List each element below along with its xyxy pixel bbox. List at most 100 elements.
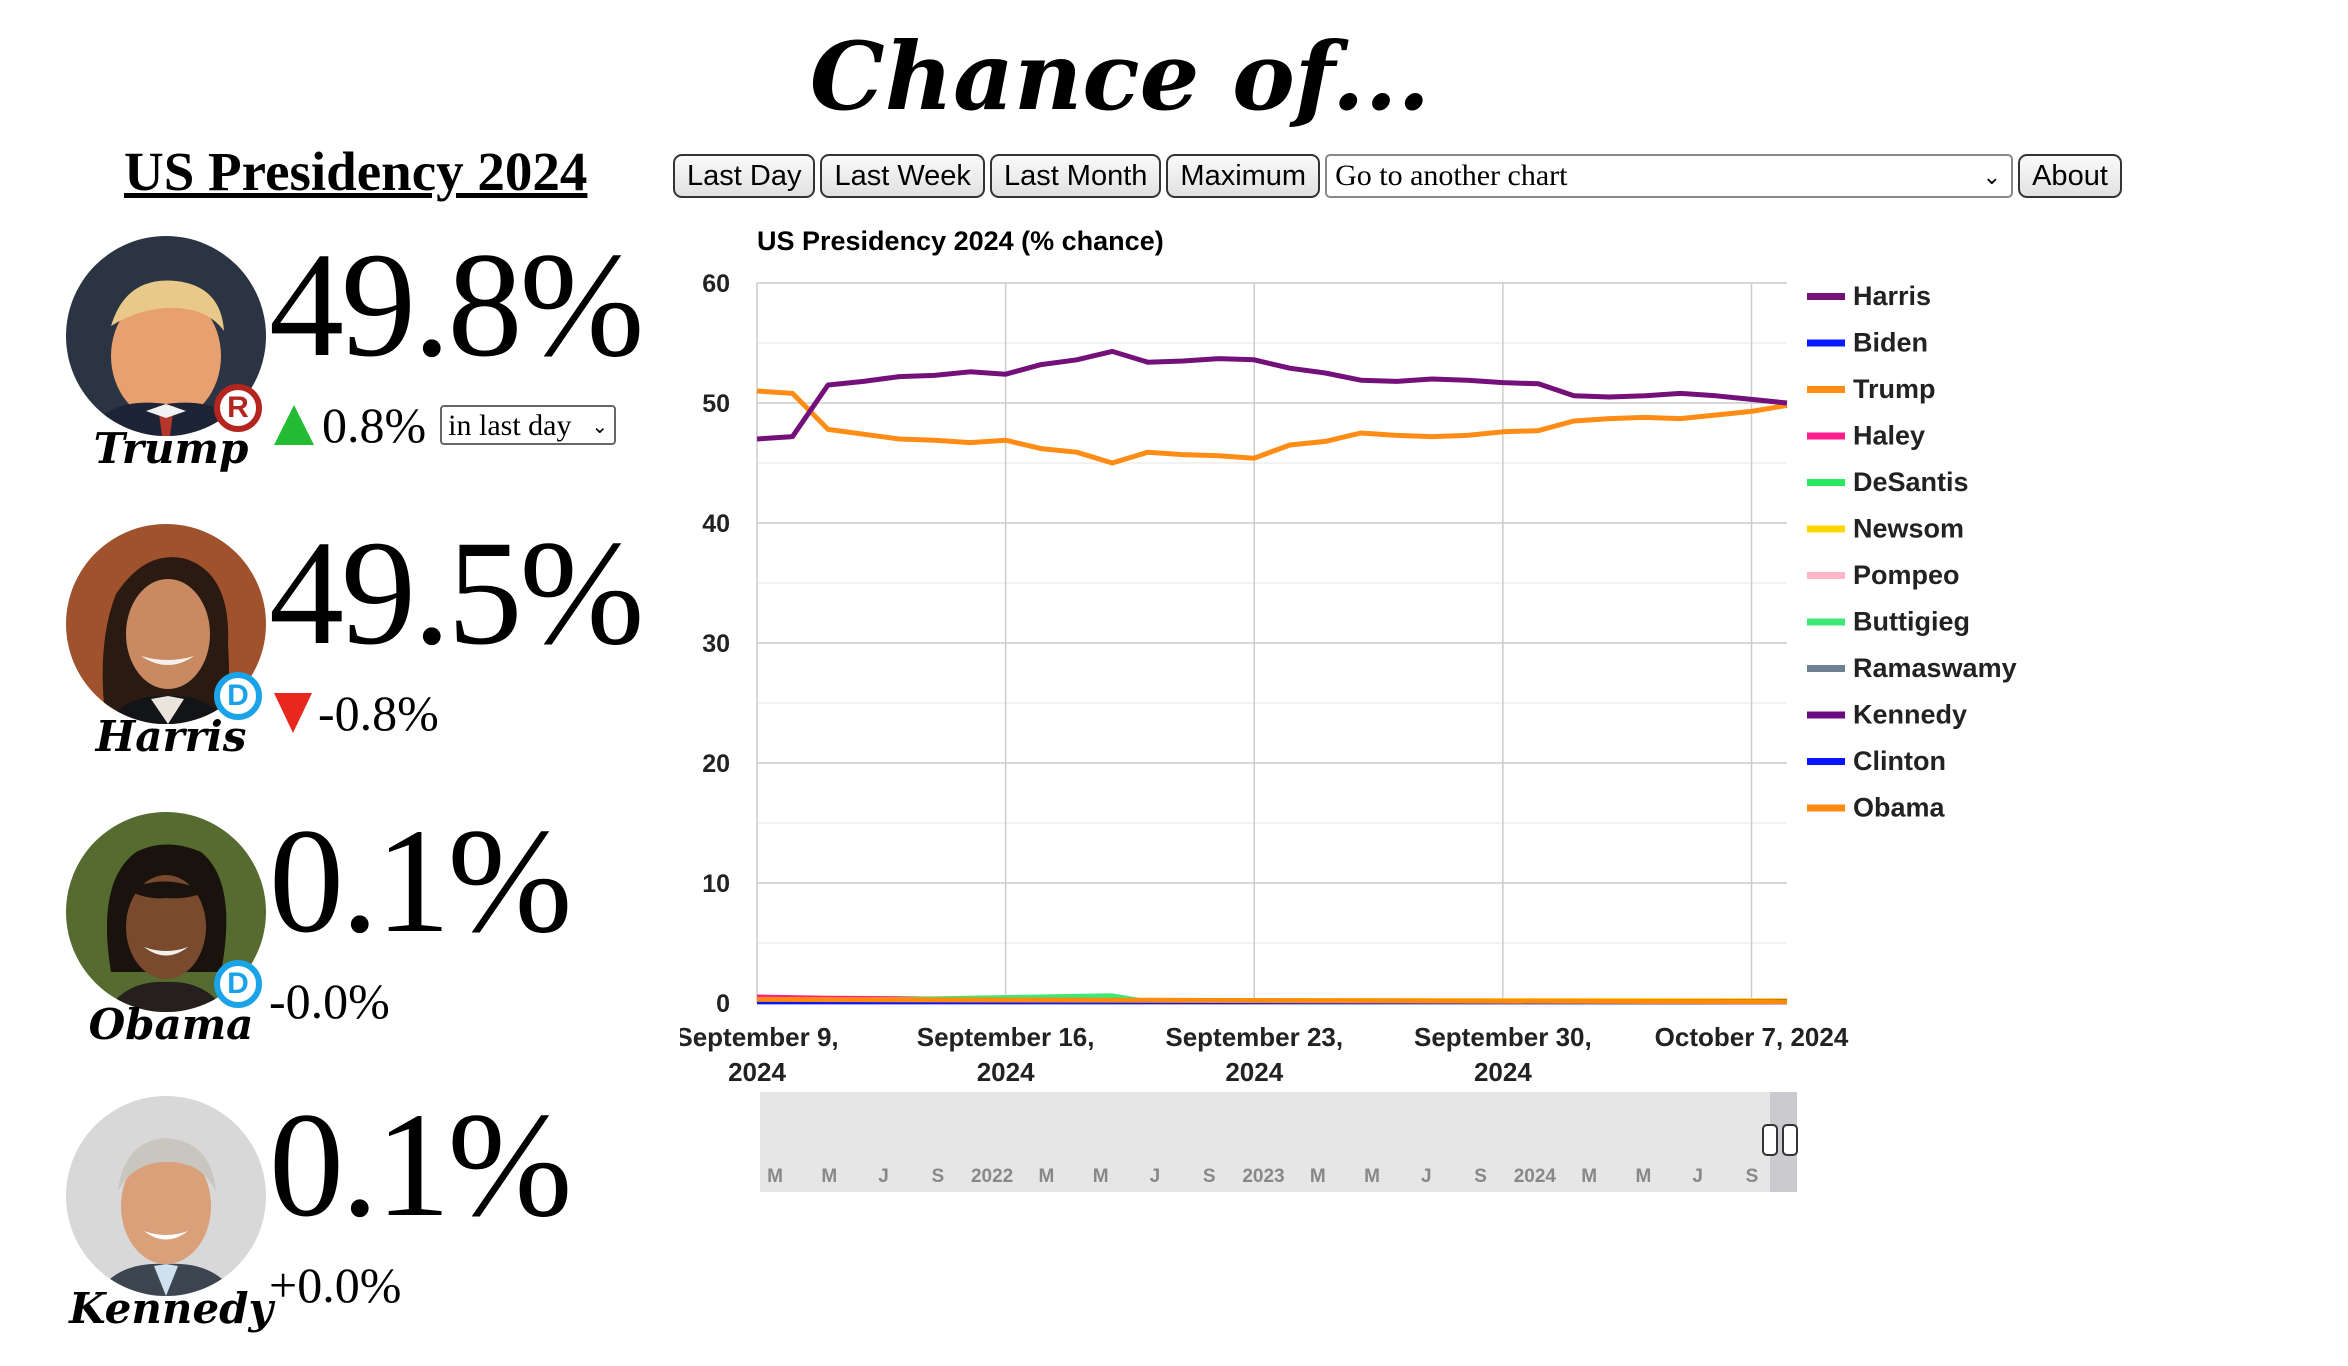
candidate-card-kennedy: Kennedy 0.1% +0.0% <box>66 1090 666 1366</box>
change-value: -0.0% <box>269 973 390 1029</box>
y-tick-label: 40 <box>702 510 730 538</box>
navigator-tick-label: M <box>1038 1166 1054 1187</box>
chevron-down-icon: ⌄ <box>1982 165 2002 190</box>
avatar <box>66 1096 266 1296</box>
candidate-change: 0.8% in last day ⌄ <box>274 396 617 454</box>
period-select-value: in last day <box>448 409 572 442</box>
legend-label-obama: Obama <box>1853 793 1946 823</box>
candidate-change: -0.8% <box>274 684 439 742</box>
change-value: +0.0% <box>269 1257 402 1313</box>
y-tick-label: 50 <box>702 390 730 418</box>
trump-portrait-icon <box>66 236 266 436</box>
change-value: 0.8% <box>322 397 427 453</box>
legend-swatch-pompeo <box>1807 572 1845 579</box>
legend-label-kennedy: Kennedy <box>1853 700 1967 730</box>
legend-swatch-harris <box>1807 293 1845 300</box>
x-tick-label: September 23, <box>1165 1022 1343 1052</box>
x-tick-label: 2024 <box>1225 1057 1283 1087</box>
legend-label-newsom: Newsom <box>1853 514 1964 544</box>
candidate-card-trump: R Trump 49.8% 0.8% in last day ⌄ <box>66 230 666 506</box>
legend-swatch-ramaswamy <box>1807 665 1845 672</box>
x-tick-label: October 7, 2024 <box>1655 1022 1849 1052</box>
chevron-down-icon: ⌄ <box>591 414 609 438</box>
candidate-card-obama: D Obama 0.1% -0.0% <box>66 806 666 1082</box>
legend-swatch-obama <box>1807 804 1845 812</box>
navigator-background <box>760 1092 1797 1192</box>
legend-swatch-biden <box>1807 339 1845 347</box>
obama-portrait-icon <box>66 812 266 1012</box>
navigator-tick-label: 2024 <box>1514 1166 1557 1187</box>
legend-label-biden: Biden <box>1853 328 1928 358</box>
navigator-tick-label: S <box>1203 1166 1216 1187</box>
legend-swatch-haley <box>1807 432 1845 440</box>
presidency-chart[interactable]: US Presidency 2024 (% chance) 0 10 20 30 40 50… <box>680 220 2080 1220</box>
y-tick-label: 0 <box>716 990 730 1018</box>
legend-swatch-newsom <box>1807 525 1845 533</box>
maximum-button[interactable]: Maximum <box>1166 154 1321 198</box>
y-tick-label: 20 <box>702 750 730 778</box>
legend-label-trump: Trump <box>1853 374 1936 404</box>
candidate-percent: 0.1% <box>269 1082 572 1248</box>
series-line-trump <box>756 388 1788 466</box>
about-button[interactable]: About <box>2018 154 2122 198</box>
y-tick-label: 10 <box>702 870 730 898</box>
navigator-tick-label: M <box>821 1166 837 1187</box>
legend-swatch-buttigieg <box>1807 618 1845 626</box>
x-tick-label: 2024 <box>977 1057 1035 1087</box>
x-tick-label: 2024 <box>1474 1057 1532 1087</box>
legend-label-buttigieg: Buttigieg <box>1853 607 1970 637</box>
democrat-badge-icon: D <box>214 960 262 1008</box>
candidate-percent: 49.8% <box>269 222 644 388</box>
legend-swatch-trump <box>1807 386 1845 393</box>
candidate-name: Trump <box>93 424 249 473</box>
navigator-tick-label: 2023 <box>1242 1166 1284 1187</box>
candidate-percent: 0.1% <box>269 798 572 964</box>
democrat-badge-icon: D <box>214 672 262 720</box>
navigator-tick-label: J <box>1421 1166 1432 1187</box>
last-week-button[interactable]: Last Week <box>820 154 985 198</box>
navigator-tick-label: J <box>1692 1166 1703 1187</box>
candidate-name: Kennedy <box>69 1284 273 1333</box>
market-title[interactable]: US Presidency 2024 <box>124 141 588 202</box>
candidate-percent: 49.5% <box>269 510 644 676</box>
legend-label-pompeo: Pompeo <box>1853 560 1960 590</box>
period-select-dropdown[interactable]: in last day ⌄ <box>440 405 617 445</box>
x-tick-label: 2024 <box>728 1057 786 1087</box>
avatar <box>66 236 266 436</box>
legend-label-harris: Harris <box>1853 281 1931 311</box>
chart-select-value: Go to another chart <box>1335 159 1568 192</box>
candidate-change: +0.0% <box>269 1256 401 1314</box>
last-day-button[interactable]: Last Day <box>673 154 816 198</box>
candidate-name: Harris <box>95 712 247 761</box>
chart-select-dropdown[interactable]: Go to another chart ⌄ <box>1325 154 2014 198</box>
change-value: -0.8% <box>318 685 439 741</box>
x-tick-label: September 16, <box>917 1022 1095 1052</box>
legend-label-clinton: Clinton <box>1853 746 1946 776</box>
avatar <box>66 812 266 1012</box>
navigator-tick-label: S <box>931 1166 944 1187</box>
legend-swatch-kennedy <box>1807 711 1845 719</box>
republican-badge-icon: R <box>214 384 262 432</box>
navigator-tick-label: M <box>767 1166 783 1187</box>
series-line-harris <box>756 348 1788 442</box>
arrow-up-icon <box>274 405 314 445</box>
legend-label-haley: Haley <box>1853 421 1925 451</box>
chart-title: US Presidency 2024 (% chance) <box>757 226 1164 256</box>
navigator-tick-label: S <box>1746 1166 1759 1187</box>
navigator-tick-label: S <box>1474 1166 1487 1187</box>
navigator-tick-label: M <box>1310 1166 1326 1187</box>
navigator-tick-label: M <box>1636 1166 1652 1187</box>
navigator-tick-label: J <box>1150 1166 1161 1187</box>
y-tick-label: 60 <box>702 270 730 298</box>
site-title: Chance of... <box>809 22 1431 132</box>
navigator-tick-label: M <box>1581 1166 1597 1187</box>
last-month-button[interactable]: Last Month <box>989 154 1162 198</box>
candidate-name: Obama <box>88 1000 254 1049</box>
x-tick-label: September 30, <box>1414 1022 1592 1052</box>
harris-portrait-icon <box>66 524 266 724</box>
kennedy-portrait-icon <box>66 1096 266 1296</box>
avatar <box>66 524 266 724</box>
navigator-tick-label: M <box>1364 1166 1380 1187</box>
x-tick-label: September 9, <box>680 1022 839 1052</box>
candidate-change: -0.0% <box>269 972 390 1030</box>
